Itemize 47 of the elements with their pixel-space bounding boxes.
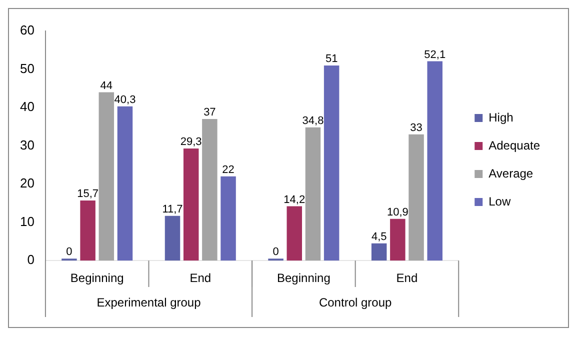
data-label: 14,2: [284, 194, 306, 206]
y-tick-label: 10: [20, 214, 34, 229]
legend-label: High: [488, 110, 514, 124]
data-label: 34,8: [302, 114, 324, 127]
data-label: 52,1: [424, 48, 446, 61]
bar: [427, 61, 442, 261]
bar: [220, 176, 236, 261]
bar: [117, 106, 133, 261]
y-tick-label: 0: [27, 252, 34, 268]
bar: [390, 218, 406, 261]
bar: [408, 134, 424, 261]
x-tick-label: End: [396, 271, 418, 286]
data-label: 29,3: [180, 136, 202, 148]
y-tick-label: 20: [20, 176, 34, 191]
legend-label: Low: [488, 194, 511, 208]
data-label: 10,9: [386, 206, 408, 218]
bar: [202, 119, 218, 261]
x-tick-label: Beginning: [276, 271, 330, 286]
bar: [305, 127, 321, 261]
bar: [183, 148, 199, 261]
text: Control group: [318, 295, 392, 310]
bar: [80, 200, 96, 261]
y-tick-label: 50: [20, 60, 34, 76]
legend-label: Average: [488, 166, 534, 180]
data-label: 15,7: [77, 188, 99, 200]
y-tick-label: 30: [20, 137, 34, 152]
data-label: 0: [66, 246, 72, 258]
x-tick-label: Beginning: [70, 271, 124, 286]
data-label: 4,5: [371, 230, 387, 243]
data-label: 37: [204, 106, 216, 119]
bar: [371, 243, 387, 261]
x-tick-label: End: [190, 271, 212, 286]
legend-label: Adequate: [488, 138, 540, 152]
bar: [286, 206, 302, 261]
data-label: 33: [410, 122, 422, 134]
data-label: 40,3: [114, 94, 136, 106]
data-label: 44: [100, 80, 113, 92]
data-label: 0: [272, 246, 279, 258]
bar: [324, 65, 340, 261]
y-tick-label: 40: [20, 99, 34, 114]
text: Experimental group: [96, 295, 202, 310]
data-label: 51: [325, 52, 338, 65]
bar: [164, 216, 180, 261]
data-label: 11,7: [162, 203, 183, 216]
bar: [98, 92, 114, 261]
data-label: 22: [222, 164, 234, 176]
y-tick-label: 60: [20, 22, 34, 38]
